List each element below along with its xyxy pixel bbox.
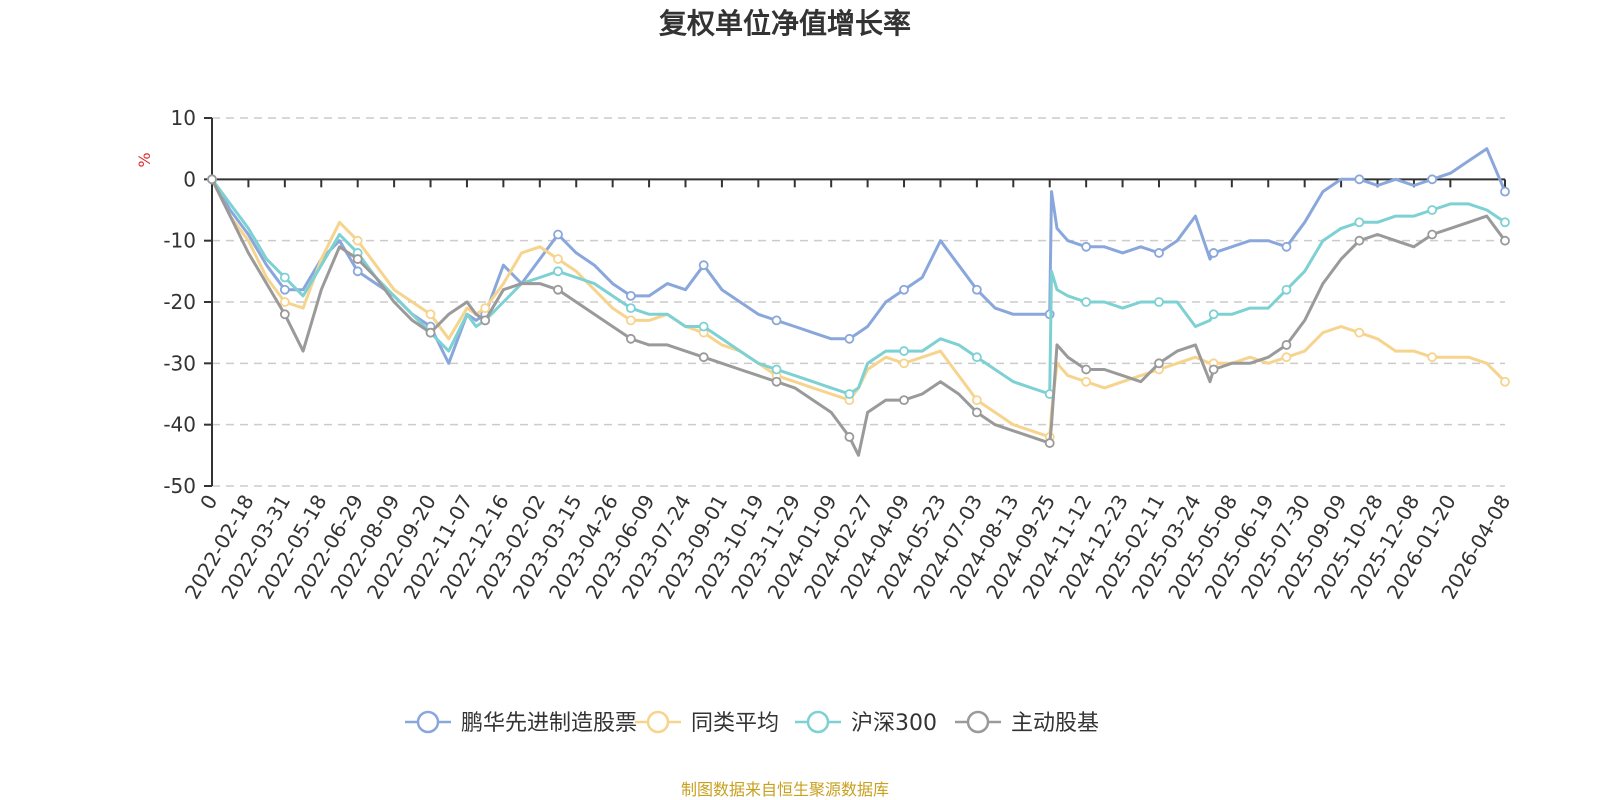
y-tick-label: 10 (171, 106, 196, 130)
legend-label: 鹏华先进制造股票 (461, 711, 637, 736)
data-point (971, 395, 982, 406)
data-point (480, 315, 491, 326)
data-point (1281, 340, 1292, 350)
data-point (698, 260, 709, 271)
legend-label: 主动股基 (1011, 711, 1099, 736)
series-line (210, 178, 1506, 396)
data-point (553, 254, 563, 264)
data-point (1208, 309, 1219, 320)
y-tick-label: -20 (163, 290, 196, 314)
data-point (1427, 229, 1438, 240)
data-point (771, 364, 782, 375)
data-point (899, 395, 909, 406)
series-0 (207, 147, 1510, 365)
data-point (1081, 376, 1092, 387)
data-point (1354, 217, 1365, 228)
data-point (1354, 327, 1365, 338)
legend-item[interactable]: 主动股基 (955, 710, 1099, 736)
legend-label: 同类平均 (691, 711, 779, 736)
data-point (1208, 248, 1219, 258)
data-point (425, 309, 436, 320)
x-tick-label: 0 (195, 491, 222, 514)
data-point (1500, 186, 1510, 197)
data-point (1354, 174, 1365, 185)
legend-item[interactable]: 沪深300 (795, 710, 937, 736)
data-point (625, 303, 636, 314)
data-point (1427, 205, 1438, 215)
legend-item[interactable]: 鹏华先进制造股票 (405, 710, 637, 736)
data-point (625, 290, 636, 301)
series-line (210, 178, 1507, 439)
data-point (1354, 235, 1365, 246)
data-point (1427, 352, 1438, 363)
data-point (1154, 248, 1164, 258)
data-point (971, 284, 982, 295)
data-point (425, 327, 436, 338)
y-tick-label: -50 (163, 474, 196, 498)
data-point (480, 303, 491, 314)
data-point (1427, 174, 1438, 185)
data-point (352, 235, 363, 246)
data-point (1500, 235, 1510, 246)
grid-lines (212, 117, 1505, 487)
y-tick-label: 0 (183, 167, 196, 191)
data-point (279, 284, 290, 295)
legend-marker (646, 710, 670, 734)
data-point (844, 333, 855, 344)
data-point (1154, 297, 1164, 307)
data-point (899, 358, 909, 369)
chart-title: 复权单位净值增长率 (659, 7, 911, 40)
series-lines (207, 147, 1510, 457)
data-point (1500, 376, 1510, 387)
data-point (698, 352, 709, 363)
data-point (553, 284, 563, 295)
legend-marker (966, 710, 990, 734)
data-point (1500, 217, 1510, 228)
legend-label: 沪深300 (851, 711, 937, 736)
data-point (1081, 364, 1092, 375)
data-point (625, 333, 636, 344)
y-tick-label: -40 (163, 413, 196, 437)
data-point (279, 297, 290, 307)
data-point (1154, 358, 1164, 369)
data-point (899, 346, 909, 356)
data-point (352, 266, 363, 277)
data-point (625, 315, 636, 326)
y-axis-ticks: 10 0 -10 -20 -30 -40 -50 (163, 106, 212, 498)
y-axis-unit: % (135, 152, 154, 167)
data-point (1081, 241, 1092, 252)
legend-marker (806, 710, 830, 734)
data-point (1281, 241, 1292, 252)
data-point (844, 389, 855, 399)
legend-marker (416, 710, 440, 734)
data-point (1281, 352, 1292, 363)
y-tick-label: -10 (163, 229, 196, 253)
data-point (553, 266, 563, 277)
data-point (1281, 284, 1292, 295)
legend[interactable]: 鹏华先进制造股票 同类平均 沪深300 主动股基 (405, 710, 1099, 736)
series-1 (207, 174, 1510, 442)
data-point (971, 352, 982, 363)
data-point (553, 229, 563, 240)
data-point (1081, 297, 1092, 307)
data-point (1208, 364, 1219, 375)
series-line (210, 178, 1507, 457)
data-point (698, 321, 709, 332)
data-source-note: 制图数据来自恒生聚源数据库 (681, 780, 889, 799)
data-point (207, 174, 217, 185)
series-3 (207, 174, 1510, 457)
data-point (279, 309, 290, 320)
data-point (352, 254, 363, 264)
legend-item[interactable]: 同类平均 (635, 710, 779, 736)
data-point (771, 315, 782, 326)
y-tick-label: -30 (163, 351, 196, 375)
data-point (844, 432, 855, 442)
data-point (279, 272, 290, 283)
data-point (899, 284, 909, 295)
data-point (1044, 438, 1055, 448)
series-line (210, 147, 1507, 365)
data-point (971, 407, 982, 418)
data-point (771, 376, 782, 387)
